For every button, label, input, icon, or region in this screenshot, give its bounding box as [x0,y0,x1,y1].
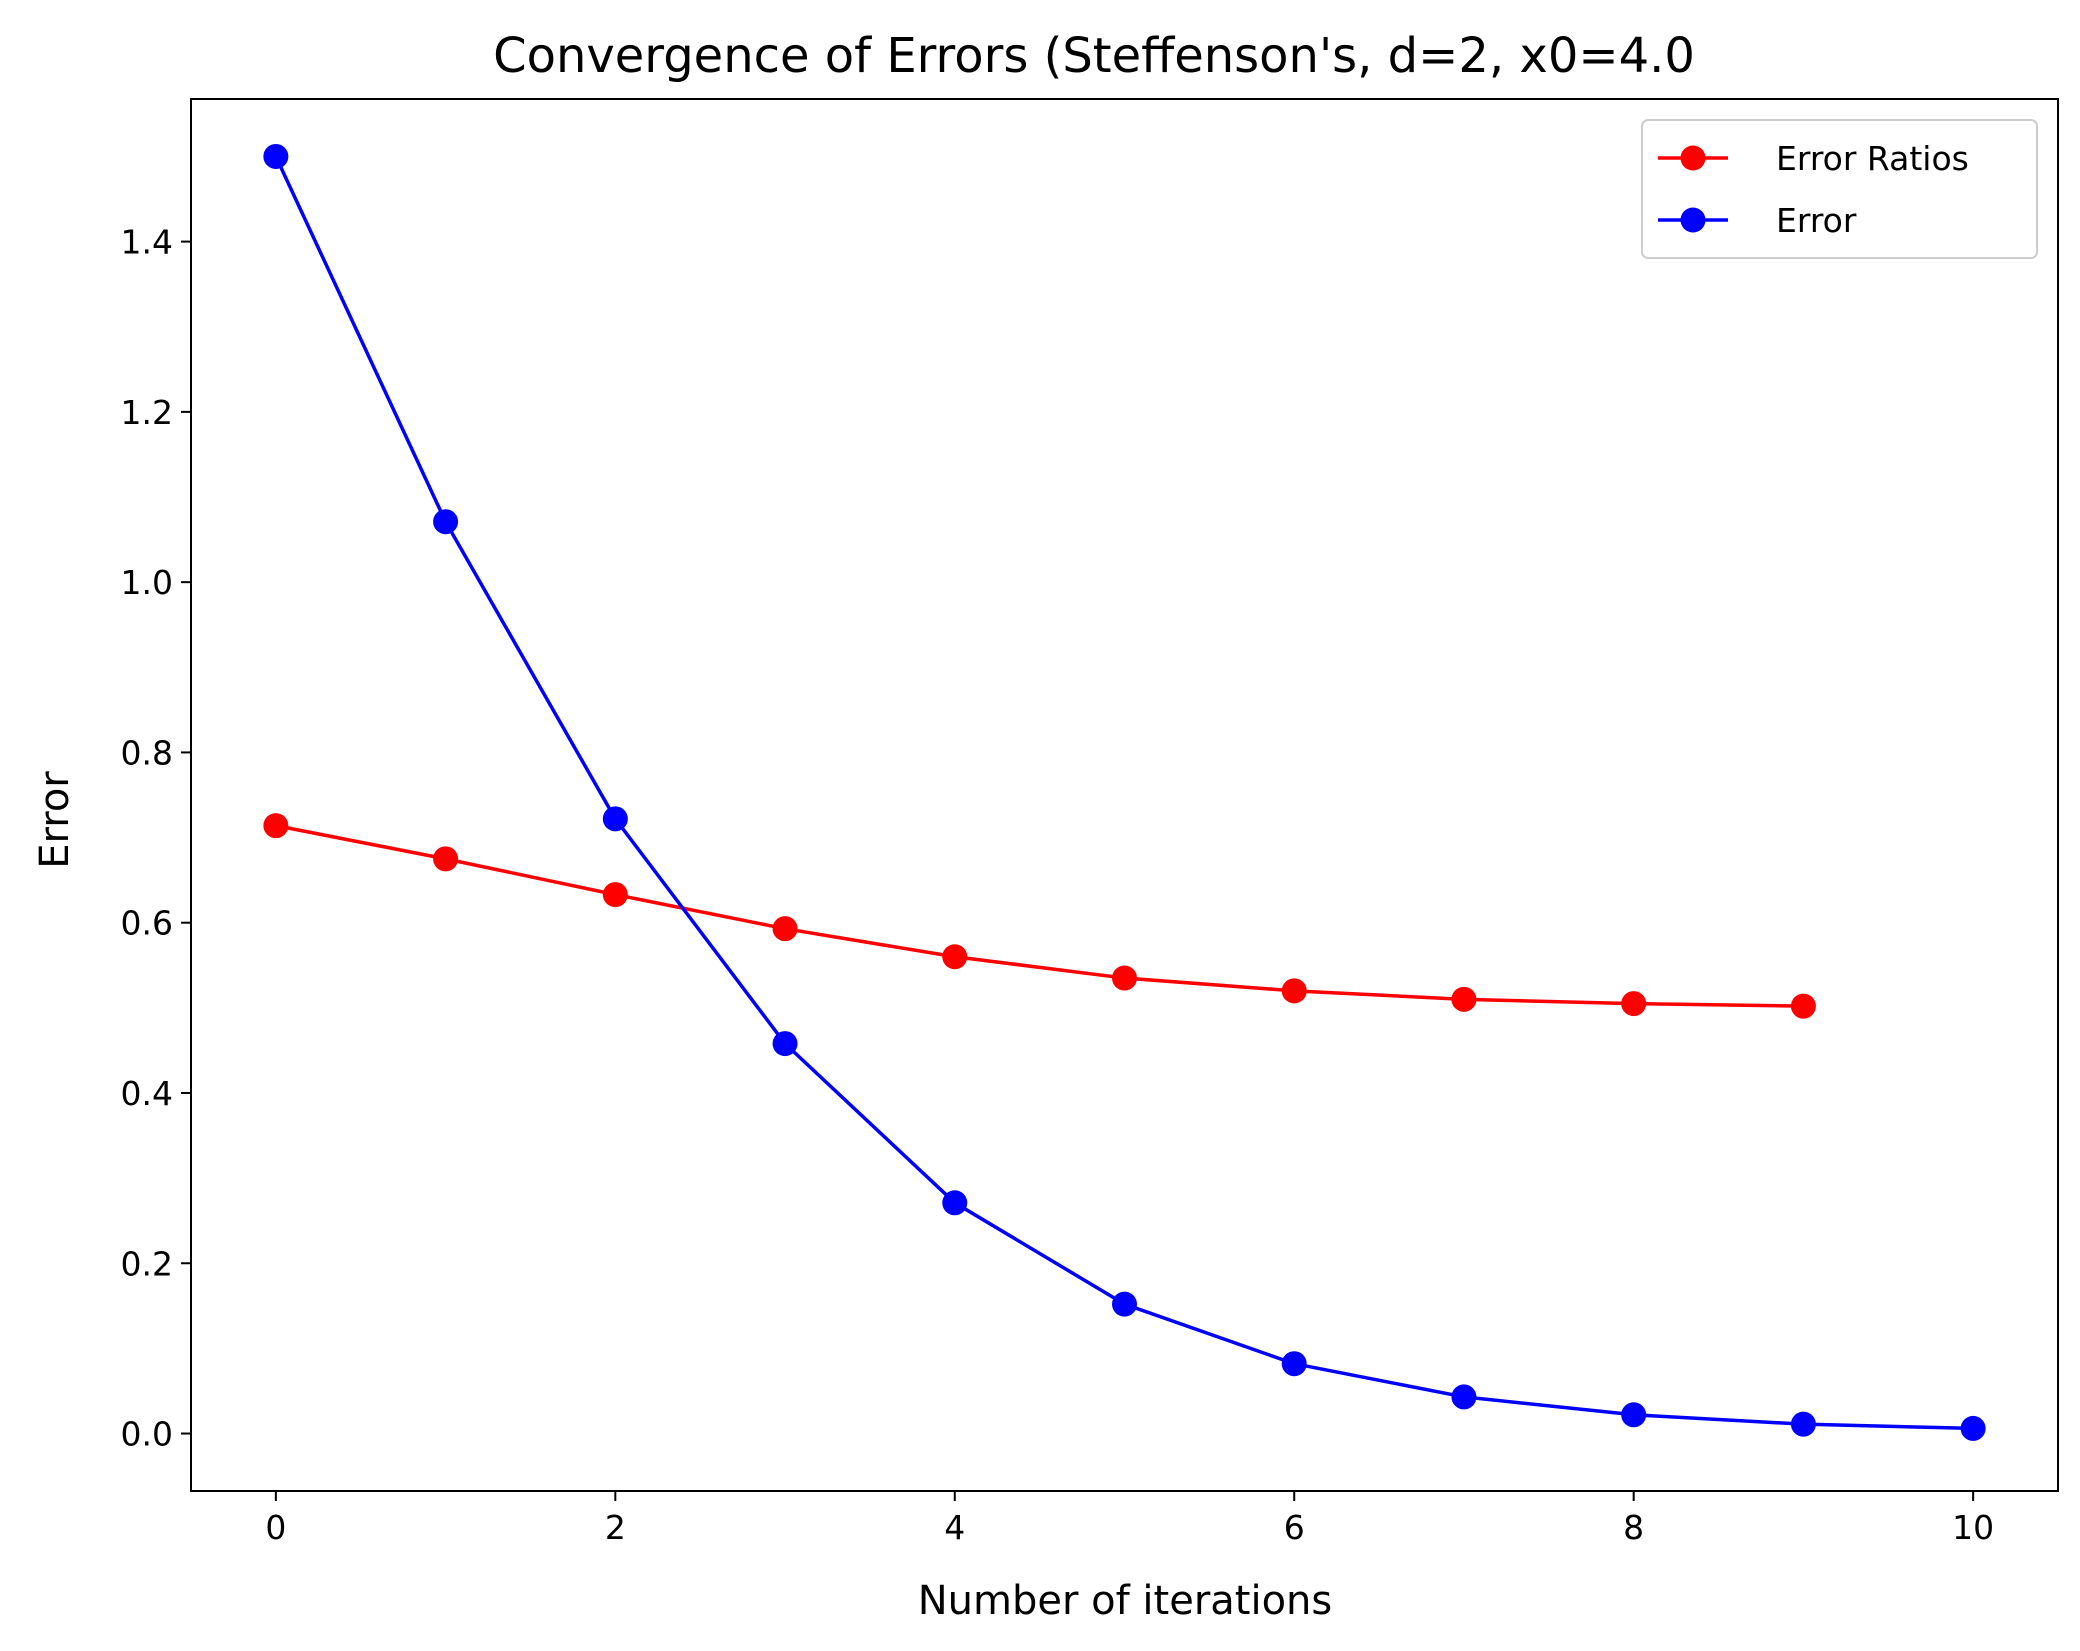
data-point-error [1281,1351,1307,1377]
legend-label-error: Error [1776,201,1857,240]
legend: Error Ratios Error [1641,119,2038,259]
y-tick-label: 0.0 [121,1415,173,1454]
chart-title: Convergence of Errors (Steffenson's, d=2… [493,28,1695,84]
data-point-error-ratios [263,813,289,839]
x-tick-label: 8 [1623,1508,1644,1547]
data-point-error [942,1190,968,1216]
data-point-error [1960,1415,1986,1441]
legend-box [1641,119,2038,259]
data-point-error-ratios [1281,978,1307,1004]
data-point-error-ratios [772,916,798,942]
plot-area: 0 2 4 6 8 10 0.0 0.2 0.4 0.6 0.8 1.0 1.2 1.4 [121,98,2059,1547]
legend-marker-error [1680,207,1706,233]
data-point-error-ratios [602,882,628,908]
data-point-error [1451,1384,1477,1410]
x-tick-label: 4 [944,1508,965,1547]
legend-marker-error-ratios [1680,145,1706,171]
series-line-error-ratios [274,823,1806,1008]
y-tick-label: 0.2 [121,1244,173,1283]
data-point-error [433,509,459,535]
y-tick-label: 1.2 [121,393,173,432]
data-point-error-ratios [942,944,968,970]
y-tick-label: 0.6 [121,904,173,943]
legend-label-error-ratios: Error Ratios [1776,139,1969,178]
data-point-error-ratios [1790,993,1816,1019]
data-point-error [772,1031,798,1057]
y-tick-label: 1.0 [121,563,173,602]
data-point-error [1112,1291,1137,1317]
data-point-error-ratios [1112,965,1137,991]
data-point-error-ratios [1451,986,1477,1012]
y-axis-label: Error [32,771,78,869]
data-point-error-ratios [1621,991,1647,1017]
data-point-error [263,143,289,169]
data-point-error-ratios [433,846,459,872]
x-tick-label: 10 [1952,1508,1994,1547]
y-tick-label: 0.8 [121,733,173,772]
data-point-error [1790,1411,1816,1437]
axes-frame [190,98,2059,1492]
y-tick-label: 1.4 [121,223,173,262]
x-axis-label: Number of iterations [918,1578,1333,1624]
x-tick-label: 2 [605,1508,626,1547]
y-tick-label: 0.4 [121,1074,173,1113]
data-point-error [602,806,628,832]
x-tick-label: 0 [265,1508,286,1547]
x-tick-label: 6 [1284,1508,1305,1547]
data-point-error [1621,1402,1647,1428]
